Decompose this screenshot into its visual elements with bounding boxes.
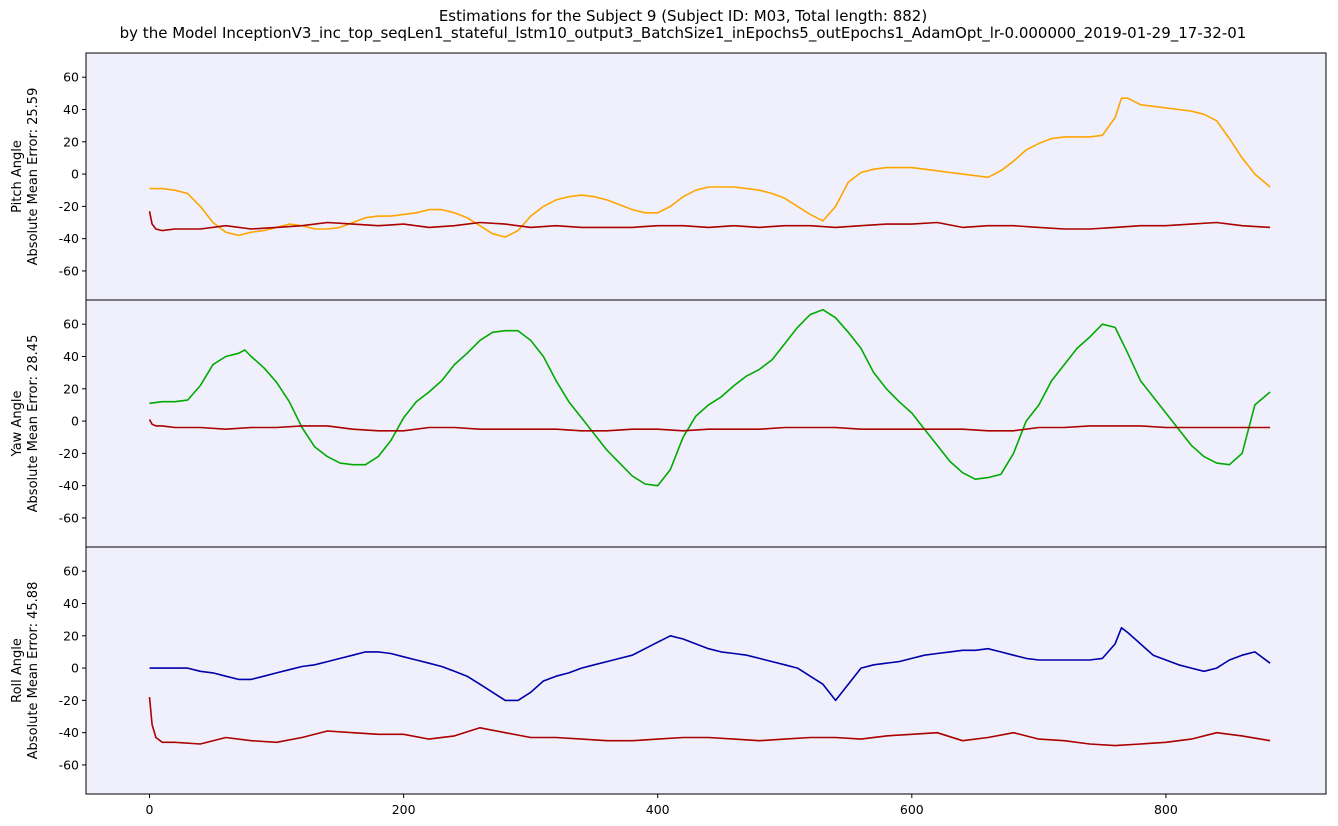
y-tick-label: 20	[63, 628, 79, 643]
y-tick-label: 20	[63, 381, 79, 396]
series-line-1	[148, 419, 1271, 432]
y-tick-label: 20	[63, 134, 79, 149]
y-tick-label: 60	[63, 564, 79, 579]
series-line-1	[148, 211, 1271, 232]
panel-background	[86, 547, 1326, 794]
y-tick-label: -60	[59, 510, 79, 525]
x-axis: 0 200 400 600 800	[146, 794, 1178, 817]
y-axis-label-title: Yaw Angle	[10, 391, 25, 458]
y-axis-label-error: Absolute Mean Error: 25.59	[26, 88, 41, 266]
x-tick-label: 0	[146, 802, 154, 817]
y-axis-label-error: Absolute Mean Error: 28.45	[26, 335, 41, 513]
y-tick-label: -20	[59, 199, 79, 214]
y-tick-label: -40	[59, 231, 79, 246]
x-tick-label: 600	[900, 802, 924, 817]
series-line-0	[149, 308, 1271, 487]
y-axis-label-title: Pitch Angle	[10, 140, 25, 213]
panel-1: 60 40 20 0 -20 -40 -60 Yaw Angle Absolute Mean E…	[10, 299, 1327, 548]
series-line-0	[149, 97, 1271, 238]
panel-2: 60 40 20 0 -20 -40 -60 Roll Angle Absolute Mean …	[10, 546, 1327, 795]
y-tick-label: -40	[59, 478, 79, 493]
y-tick-label: 60	[63, 317, 79, 332]
panel-background	[86, 300, 1326, 547]
y-tick-label: 0	[71, 414, 79, 429]
x-tick-label: 200	[392, 802, 416, 817]
y-tick-label: 0	[71, 167, 79, 182]
y-tick-label: 60	[63, 70, 79, 85]
y-tick-label: 0	[71, 661, 79, 676]
panel-0: 60 40 20 0 -20 -40 -60 Pitch Angle Absolute Mean…	[10, 52, 1327, 301]
y-axis-label-error: Absolute Mean Error: 45.88	[26, 582, 41, 760]
x-tick-label: 400	[646, 802, 670, 817]
y-tick-label: 40	[63, 349, 79, 364]
series-line-1	[148, 697, 1271, 747]
series-line-0	[149, 626, 1271, 702]
y-tick-label: -60	[59, 263, 79, 278]
chart-subtitle: by the Model InceptionV3_inc_top_seqLen1…	[120, 24, 1247, 43]
panel-frame	[85, 546, 1327, 795]
y-tick-label: 40	[63, 102, 79, 117]
x-tick-label: 800	[1154, 802, 1178, 817]
y-tick-label: -40	[59, 725, 79, 740]
y-tick-label: -20	[59, 693, 79, 708]
y-tick-label: -60	[59, 757, 79, 772]
chart-title: Estimations for the Subject 9 (Subject I…	[439, 7, 927, 25]
panel-background	[86, 53, 1326, 300]
y-tick-label: -20	[59, 446, 79, 461]
y-axis-label-title: Roll Angle	[10, 638, 25, 703]
y-tick-label: 40	[63, 596, 79, 611]
